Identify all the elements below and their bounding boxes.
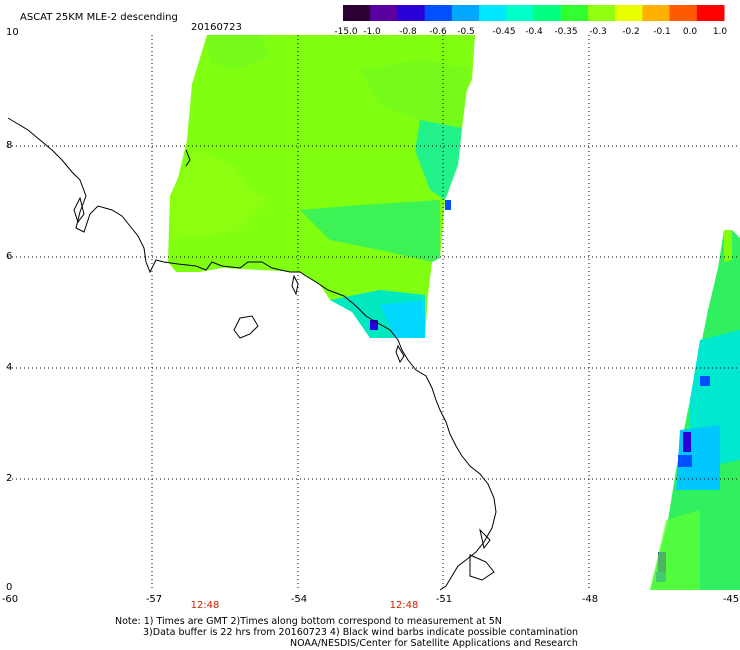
colorbar-label: -0.1: [653, 27, 671, 37]
colorbar-swatch: [424, 5, 453, 21]
colorbar-label: -0.35: [554, 27, 578, 37]
colorbar-label: -0.45: [492, 27, 516, 37]
colorbar-swatch: [343, 5, 371, 21]
colorbar-swatch: [615, 5, 643, 21]
colorbar-swatch: [479, 5, 507, 21]
note-line-2: 3)Data buffer is 22 hrs from 20160723 4)…: [143, 627, 579, 638]
lat-label: 2: [6, 473, 13, 484]
map-date: 20160723: [191, 22, 242, 33]
lat-label: 10: [6, 27, 19, 38]
lon-label: -45: [722, 594, 740, 605]
colorbar-swatch: [397, 5, 426, 21]
colorbar-swatch: [587, 5, 616, 21]
island-shape: [469, 554, 495, 581]
lat-label: 6: [6, 251, 13, 262]
island-shape: [479, 528, 491, 550]
lon-label: -48: [581, 594, 599, 605]
colorbar-swatch: [642, 5, 671, 21]
island-shape: [73, 196, 85, 224]
colorbar-label: 1.0: [712, 27, 728, 37]
time-label: 12:48: [190, 600, 220, 611]
colorbar-label: -0.5: [457, 27, 475, 37]
map-gridlines: [8, 35, 740, 590]
island-shape: [291, 274, 299, 296]
lat-label: 4: [6, 362, 13, 373]
lon-label: -60: [1, 594, 19, 605]
colorbar-label: -15.0: [334, 27, 358, 37]
colorbar-label: -0.3: [589, 27, 607, 37]
colorbar-swatch: [696, 5, 725, 21]
lon-label: -51: [435, 594, 453, 605]
lon-label: -57: [145, 594, 163, 605]
colorbar-label: -0.8: [399, 27, 417, 37]
colorbar-swatch: [451, 5, 480, 21]
island-shape: [233, 315, 259, 339]
colorbar-swatch: [370, 5, 398, 21]
colorbar: [343, 5, 725, 21]
colorbar-label: -1.0: [363, 27, 381, 37]
colorbar-swatch: [506, 5, 534, 21]
colorbar-label: -0.6: [429, 27, 447, 37]
wind-swath-west: [168, 35, 475, 338]
lat-label: 0: [6, 582, 13, 593]
island-shape: [395, 344, 405, 364]
lat-label: 8: [6, 140, 13, 151]
wind-swath-east: [650, 230, 740, 590]
note-line-1: Note: 1) Times are GMT 2)Times along bot…: [115, 616, 502, 627]
time-label: 12:48: [389, 600, 419, 611]
map-title: ASCAT 25KM MLE-2 descending: [20, 12, 178, 23]
colorbar-swatch: [669, 5, 698, 21]
colorbar-label: 0.0: [682, 27, 698, 37]
colorbar-swatch: [560, 5, 589, 21]
lon-label: -54: [290, 594, 308, 605]
colorbar-swatch: [533, 5, 562, 21]
island-shape: [185, 149, 191, 167]
note-line-3: NOAA/NESDIS/Center for Satellite Applica…: [290, 638, 578, 649]
coastline: [7, 117, 497, 591]
colorbar-label: -0.4: [525, 27, 543, 37]
colorbar-label: -0.2: [622, 27, 640, 37]
